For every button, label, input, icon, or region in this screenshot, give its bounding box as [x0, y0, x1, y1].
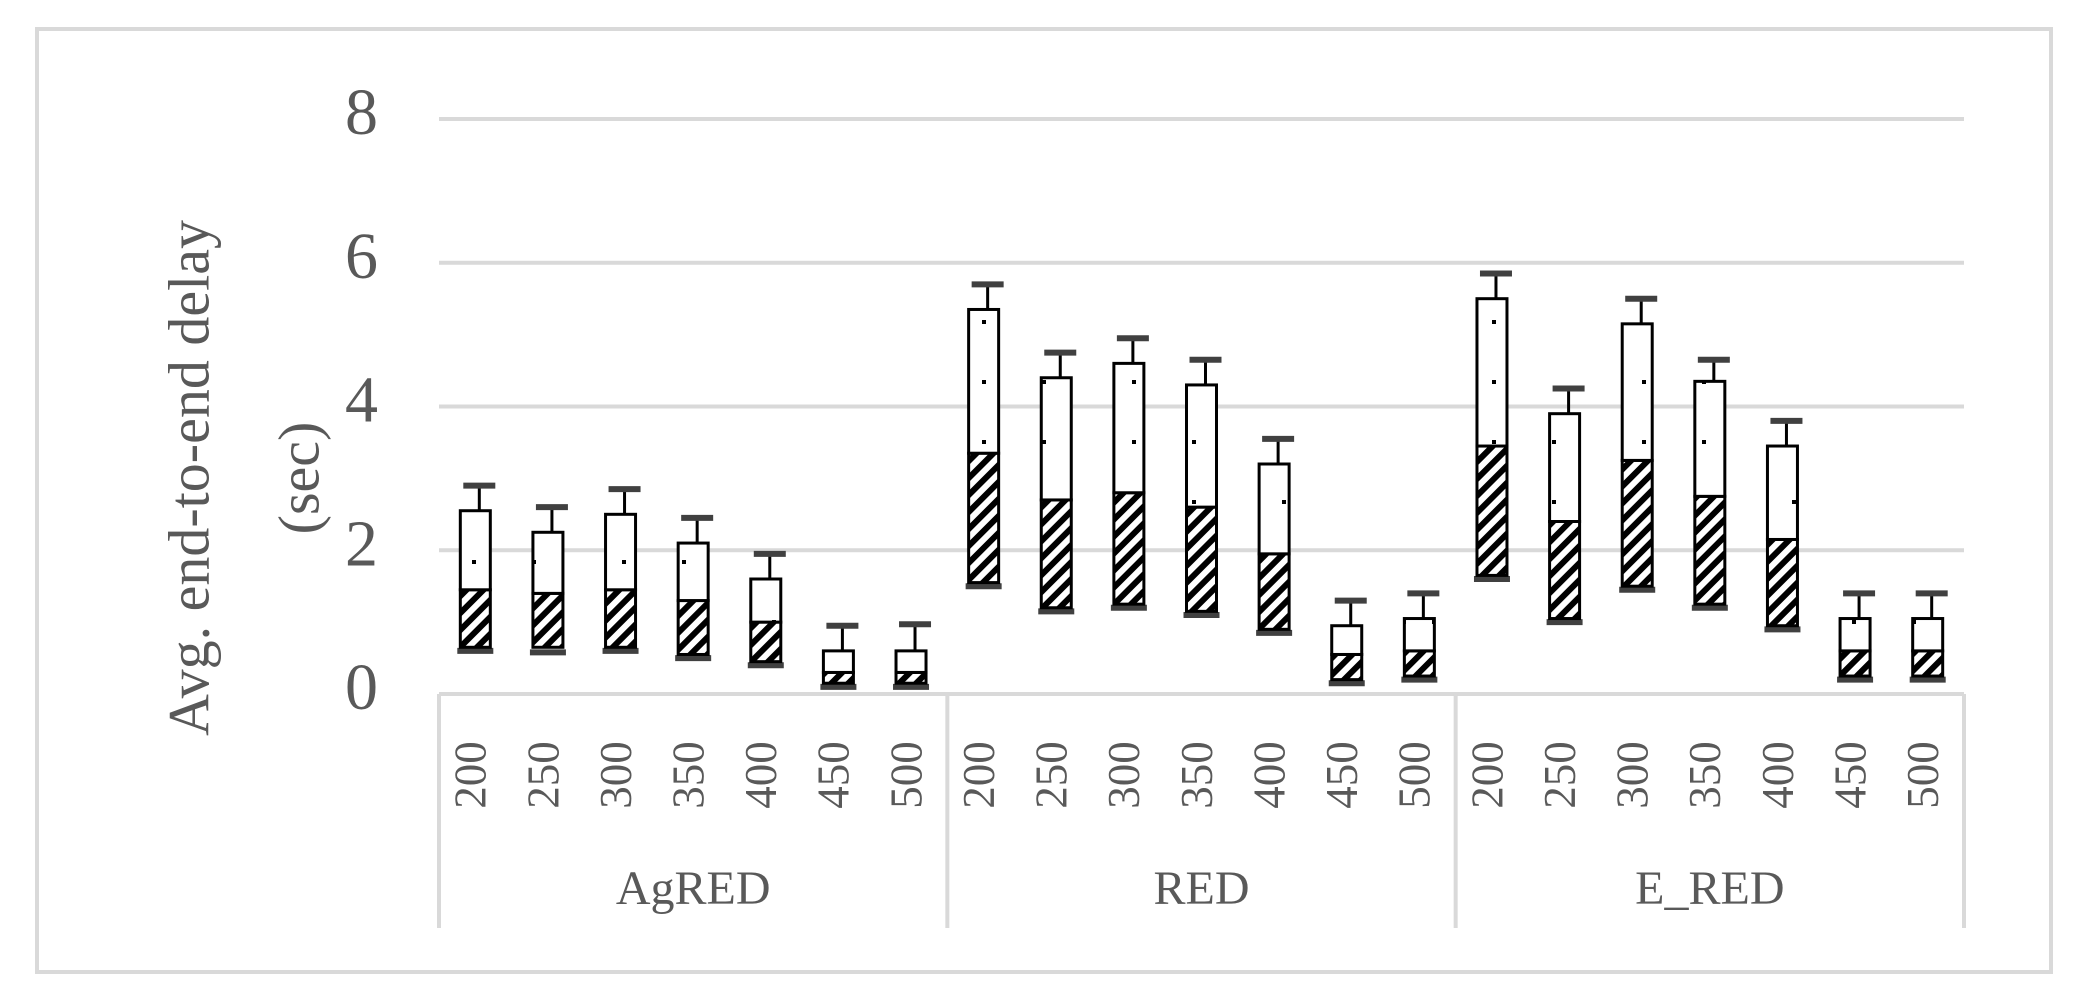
box-upper — [821, 649, 855, 674]
box-upper — [1039, 376, 1073, 502]
box-upper — [1548, 412, 1582, 523]
y-tick-label: 6 — [345, 220, 378, 293]
x-tick-label: 200 — [954, 741, 1004, 809]
box-upper — [1693, 379, 1727, 498]
box-lower — [1330, 652, 1364, 682]
x-tick-label: 300 — [1099, 741, 1149, 809]
x-tick-label: 450 — [809, 741, 859, 809]
box-lower — [749, 620, 783, 664]
box-upper — [1911, 617, 1945, 653]
box-lower — [1475, 444, 1509, 577]
y-axis-label: Avg. end-to-end delay — [156, 220, 221, 736]
group-label: AgRED — [616, 862, 771, 915]
x-tick-label: 450 — [1317, 741, 1367, 809]
box-upper — [1185, 383, 1218, 509]
box-upper — [1330, 624, 1364, 656]
x-tick-label: 300 — [591, 741, 641, 809]
x-tick-label: 400 — [736, 741, 786, 809]
box-lower — [604, 588, 638, 649]
x-tick-label: 350 — [663, 741, 713, 809]
box-upper — [458, 509, 492, 592]
box-lower — [1693, 494, 1727, 606]
box-upper — [1257, 462, 1291, 556]
y-tick-label: 0 — [345, 651, 378, 724]
x-tick-label: 200 — [1462, 741, 1512, 809]
x-tick-label: 500 — [881, 741, 931, 809]
box-upper — [749, 577, 783, 624]
y-axis-label: (sec) — [266, 422, 331, 535]
box-upper — [1112, 361, 1146, 495]
box-lower — [1112, 491, 1146, 606]
box-lower — [1765, 537, 1799, 628]
x-tick-label: 400 — [1753, 741, 1803, 809]
group-label: E_RED — [1635, 862, 1784, 915]
x-tick-label: 200 — [446, 741, 496, 809]
x-tick-label: 300 — [1608, 741, 1658, 809]
x-tick-label: 500 — [1898, 741, 1948, 809]
box-upper — [1475, 297, 1509, 448]
x-tick-label: 400 — [1244, 741, 1294, 809]
x-tick-label: 250 — [1535, 741, 1585, 809]
box-upper — [894, 649, 928, 674]
y-tick-label: 2 — [345, 507, 378, 580]
box-lower — [821, 670, 855, 685]
box-lower — [894, 670, 928, 685]
x-tick-label: 350 — [1680, 741, 1730, 809]
box-upper — [676, 541, 710, 603]
box-lower — [1548, 520, 1582, 621]
box-lower — [1620, 458, 1654, 588]
box-upper — [967, 307, 1001, 455]
y-tick-label: 8 — [345, 76, 378, 149]
box-lower — [1039, 498, 1073, 610]
box-upper — [1765, 444, 1799, 541]
x-tick-label: 250 — [1027, 741, 1077, 809]
box-upper — [1838, 617, 1872, 653]
box-lower — [967, 451, 1001, 585]
y-tick-label: 4 — [345, 364, 378, 437]
x-tick-label: 500 — [1390, 741, 1440, 809]
box-upper — [1620, 322, 1654, 462]
x-tick-label: 450 — [1825, 741, 1875, 809]
box-lower — [1911, 649, 1945, 678]
box-lower — [1838, 649, 1872, 678]
box-lower — [1257, 552, 1291, 631]
x-tick-label: 250 — [518, 741, 568, 809]
box-lower — [676, 599, 710, 656]
box-upper — [531, 530, 565, 595]
box-lower — [1402, 649, 1436, 678]
box-lower — [531, 591, 565, 649]
group-label: RED — [1154, 862, 1250, 915]
box-lower — [1185, 505, 1218, 613]
x-tick-label: 350 — [1172, 741, 1222, 809]
box-upper — [604, 512, 638, 592]
box-lower — [458, 588, 492, 649]
box-upper — [1402, 617, 1436, 653]
